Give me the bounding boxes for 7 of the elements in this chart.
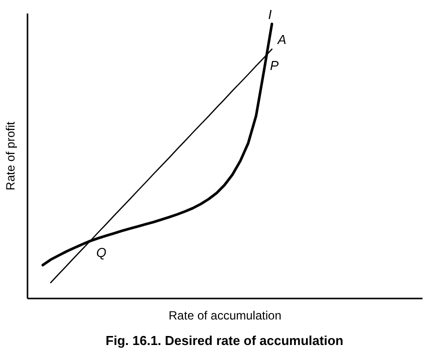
annotation: P: [270, 58, 279, 74]
series-label: I: [268, 6, 272, 22]
y-axis-title: Rate of profit: [4, 120, 18, 190]
series-label: A: [276, 32, 286, 48]
x-axis-title: Rate of accumulation: [168, 308, 282, 322]
text: Fig. 16.1. Desired rate of accumulation: [106, 333, 344, 348]
annotation: Q: [96, 245, 106, 260]
